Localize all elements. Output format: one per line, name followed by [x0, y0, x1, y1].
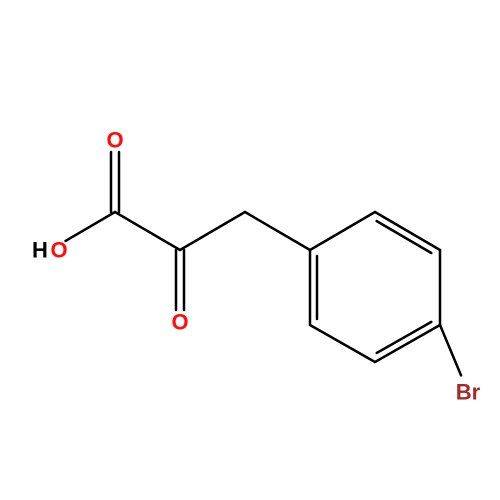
- bond: [115, 212, 180, 250]
- bond: [310, 325, 375, 362]
- bond: [375, 325, 440, 362]
- bond: [310, 212, 375, 250]
- molecule-canvas: HOOOBr: [0, 0, 500, 500]
- bond: [377, 322, 432, 353]
- bond: [377, 221, 432, 253]
- bond: [66, 212, 115, 241]
- atom-label-h: H: [32, 238, 48, 263]
- atom-label-o: O: [50, 238, 67, 263]
- bond: [375, 212, 440, 250]
- atom-label: Br: [456, 380, 481, 405]
- bond: [180, 212, 245, 250]
- bond: [245, 212, 310, 250]
- bond: [440, 325, 461, 375]
- atom-label: O: [106, 128, 123, 153]
- atom-label: O: [171, 310, 188, 335]
